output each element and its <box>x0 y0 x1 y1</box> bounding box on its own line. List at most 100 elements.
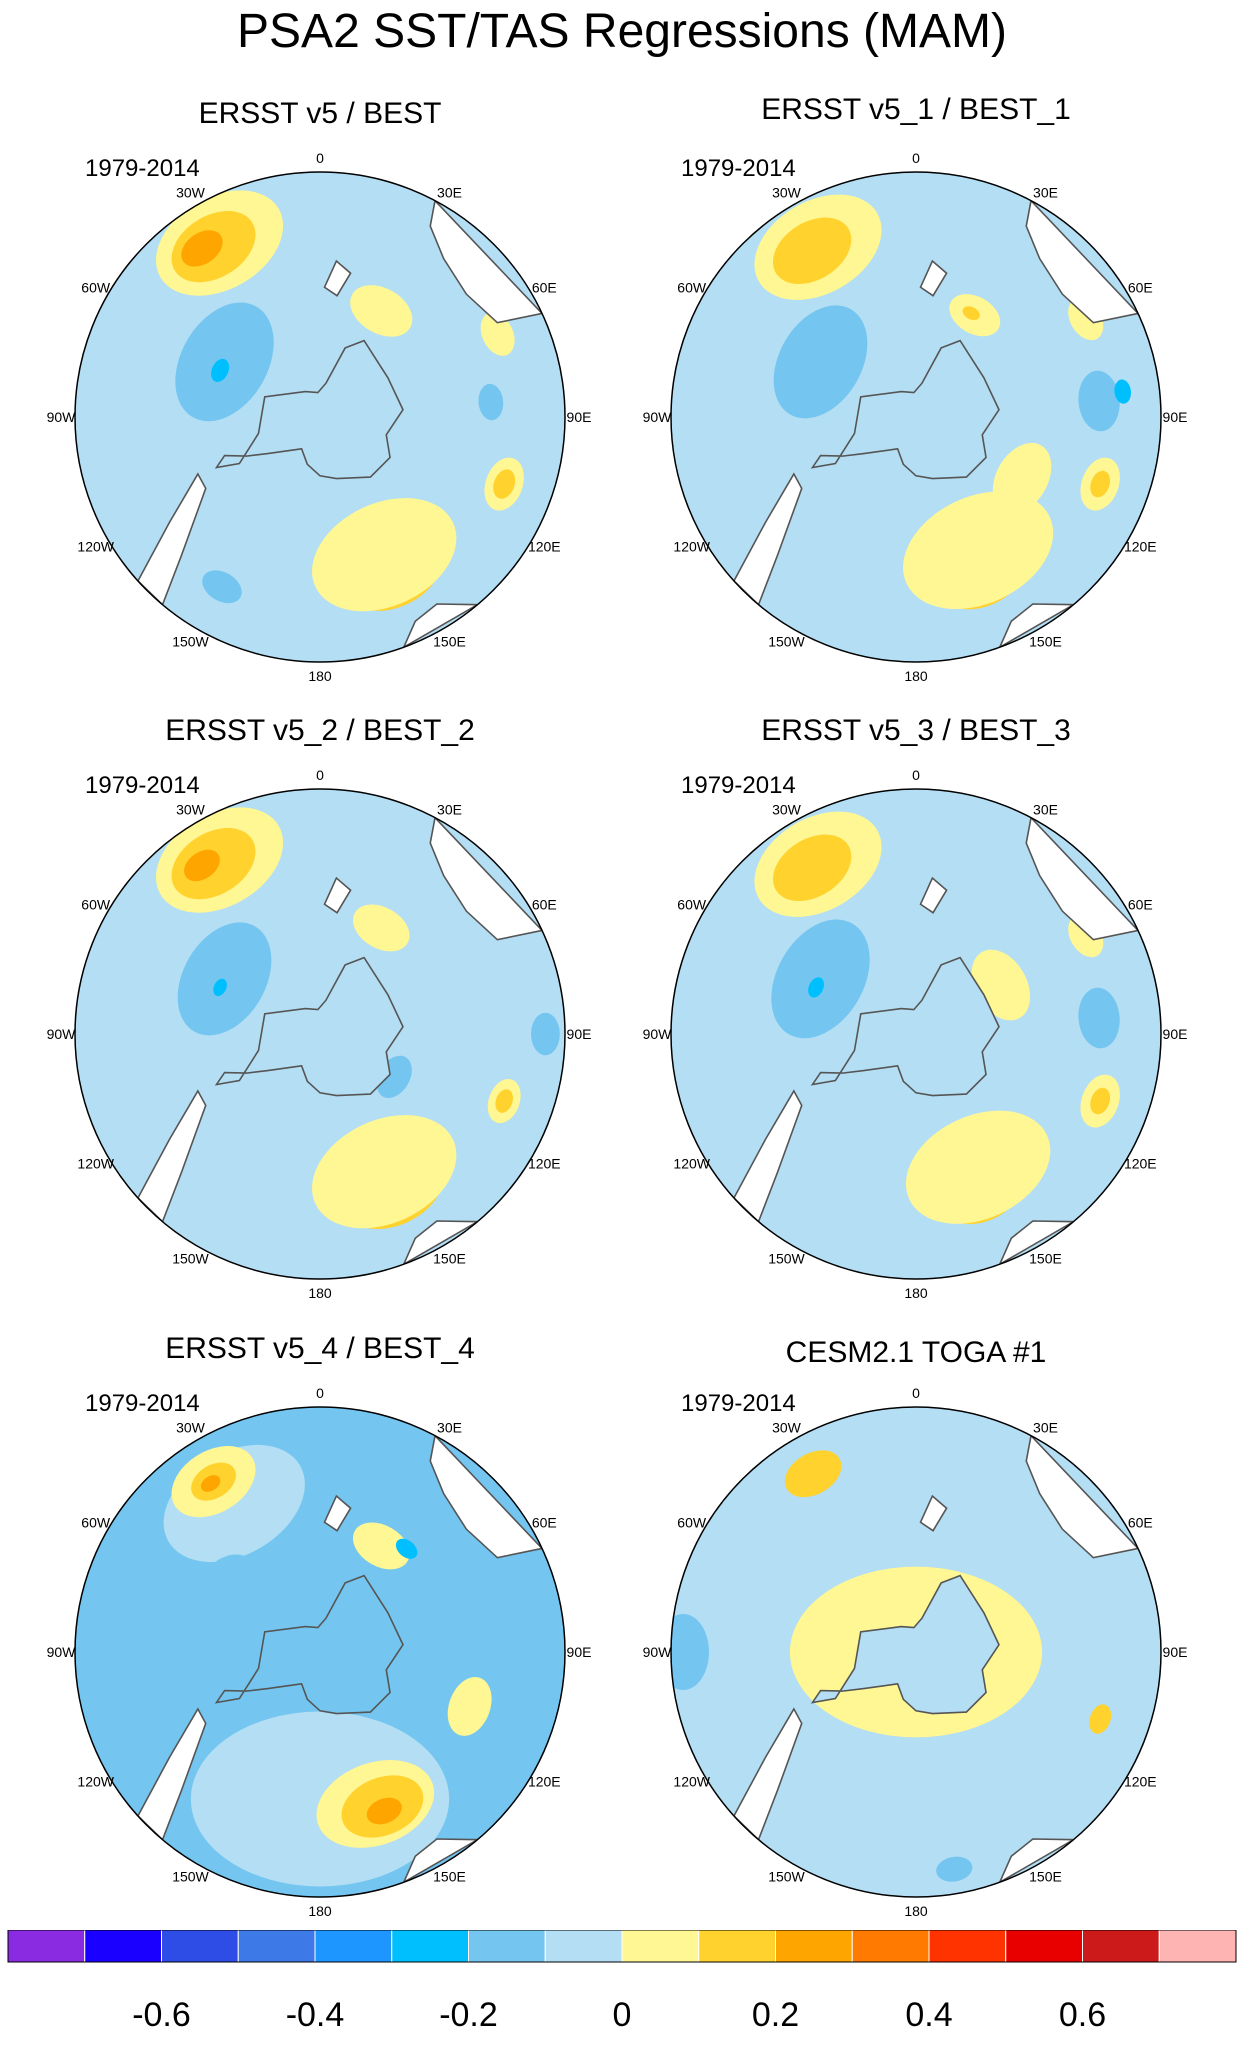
longitude-label: 60W <box>81 1515 111 1531</box>
antarctica-outline <box>810 956 1000 1097</box>
anomaly-contour <box>903 491 1054 610</box>
period-label: 1979-2014 <box>85 1390 200 1417</box>
panel-title: ERSST v5_4 / BEST_4 <box>165 1332 475 1365</box>
longitude-label: 90W <box>47 409 77 425</box>
anomaly-contour <box>312 498 457 612</box>
anomaly-contour <box>213 978 227 997</box>
longitude-label: 90W <box>643 1026 673 1042</box>
longitude-label: 60W <box>677 1515 707 1531</box>
longitude-label: 180 <box>904 1285 928 1301</box>
field-layer <box>75 1407 565 1897</box>
colorbar-swatch <box>621 1930 700 1963</box>
longitude-label: 150E <box>433 1250 466 1266</box>
anomaly-contour <box>992 442 1052 514</box>
panel-title: ERSST v5_3 / BEST_3 <box>761 714 1071 747</box>
polar-map: 0 30E 60E 90E 120E 150E 180 150W 120W 90W 60W 30W <box>47 767 592 1301</box>
longitude-label: 150E <box>433 633 466 649</box>
longitude-label: 30W <box>772 802 802 818</box>
anomaly-contour <box>772 834 852 902</box>
colorbar-swatch <box>928 1930 1007 1963</box>
longitude-label: 90W <box>643 409 673 425</box>
panel-title: ERSST v5 / BEST <box>198 97 442 130</box>
anomaly-contour <box>962 306 980 321</box>
polar-map: 0 30E 60E 90E 120E 150E 180 150W 120W 90W 60W 30W <box>47 1385 592 1919</box>
new-zealand-land <box>323 876 352 914</box>
longitude-label: 30E <box>437 1420 462 1436</box>
longitude-label: 120E <box>1124 1156 1157 1172</box>
longitude-label: 0 <box>912 767 920 783</box>
longitude-label: 60E <box>1128 1515 1153 1531</box>
map-border <box>74 1406 566 1898</box>
panel-title: ERSST v5_1 / BEST_1 <box>761 93 1071 126</box>
colorbar-tick-label: 0 <box>613 1996 632 2034</box>
longitude-label: 120W <box>673 1774 710 1790</box>
longitude-label: 60E <box>532 280 557 296</box>
anomaly-contour <box>905 1110 1051 1224</box>
longitude-label: 0 <box>316 150 324 166</box>
colorbar-tick-label: 0.2 <box>752 1996 799 2034</box>
new-zealand-land <box>919 259 948 297</box>
longitude-label: 180 <box>308 1285 332 1301</box>
map-panel-cesm2-1-toga-1: CESM2.1 TOGA #1 1979-2014 0 30E 60E 90E 120E… <box>616 1330 1216 1940</box>
longitude-label: 90E <box>1163 1644 1188 1660</box>
colorbar-swatch <box>391 1930 469 1963</box>
longitude-label: 60W <box>677 897 707 913</box>
longitude-label: 150W <box>172 1868 209 1884</box>
anomaly-contour <box>395 1538 418 1559</box>
longitude-label: 120E <box>528 1774 561 1790</box>
longitude-label: 120W <box>673 1156 710 1172</box>
longitude-label: 30W <box>772 1420 802 1436</box>
period-label: 1979-2014 <box>85 772 200 799</box>
longitude-label: 150E <box>1029 1868 1062 1884</box>
colorbar-swatch <box>161 1930 239 1963</box>
anomaly-contour <box>200 1475 221 1492</box>
longitude-label: 60E <box>532 1515 557 1531</box>
longitude-label: 0 <box>912 150 920 166</box>
longitude-label: 60E <box>1128 897 1153 913</box>
longitude-label: 120W <box>673 539 710 555</box>
longitude-label: 180 <box>904 1903 928 1919</box>
anomaly-contour <box>495 1089 513 1113</box>
longitude-label: 150E <box>1029 633 1062 649</box>
colorbar-swatch <box>314 1930 393 1963</box>
longitude-label: 30E <box>1033 1420 1058 1436</box>
colorbar-swatch <box>237 1930 316 1963</box>
longitude-label: 120W <box>77 1156 114 1172</box>
africa-land <box>402 1220 481 1267</box>
longitude-label: 150W <box>768 633 805 649</box>
longitude-label: 150W <box>172 633 209 649</box>
anomaly-contour <box>352 1522 410 1570</box>
anomaly-contour <box>350 285 413 337</box>
longitude-label: 150W <box>768 1250 805 1266</box>
longitude-label: 90W <box>47 1026 77 1042</box>
map-border <box>74 788 566 1280</box>
anomaly-contour <box>181 230 223 267</box>
africa-land <box>998 603 1077 650</box>
longitude-label: 60W <box>677 280 707 296</box>
anomaly-contour <box>447 1677 492 1736</box>
polar-map: 0 30E 60E 90E 120E 150E 180 150W 120W 90W 60W 30W <box>643 150 1188 684</box>
antarctica-outline <box>214 956 404 1097</box>
longitude-label: 90E <box>1163 1026 1188 1042</box>
longitude-label: 0 <box>316 1385 324 1401</box>
anomaly-contour <box>773 305 868 419</box>
new-zealand-land <box>323 1494 352 1532</box>
africa-land <box>998 1220 1077 1267</box>
longitude-label: 90E <box>567 1644 592 1660</box>
map-border <box>670 171 1162 663</box>
anomaly-contour <box>202 570 242 604</box>
longitude-label: 180 <box>904 668 928 684</box>
anomaly-contour <box>184 849 220 882</box>
longitude-label: 90E <box>1163 409 1188 425</box>
antarctica-outline <box>214 339 404 480</box>
antarctica-outline <box>214 1574 404 1715</box>
anomaly-contour <box>936 1856 973 1882</box>
period-label: 1979-2014 <box>681 1390 796 1417</box>
longitude-label: 30W <box>176 802 206 818</box>
longitude-label: 60E <box>532 897 557 913</box>
map-border <box>74 171 566 663</box>
longitude-label: 150W <box>768 1868 805 1884</box>
colorbar-swatch <box>1005 1930 1083 1963</box>
longitude-label: 120E <box>1124 1774 1157 1790</box>
longitude-label: 120E <box>528 539 561 555</box>
